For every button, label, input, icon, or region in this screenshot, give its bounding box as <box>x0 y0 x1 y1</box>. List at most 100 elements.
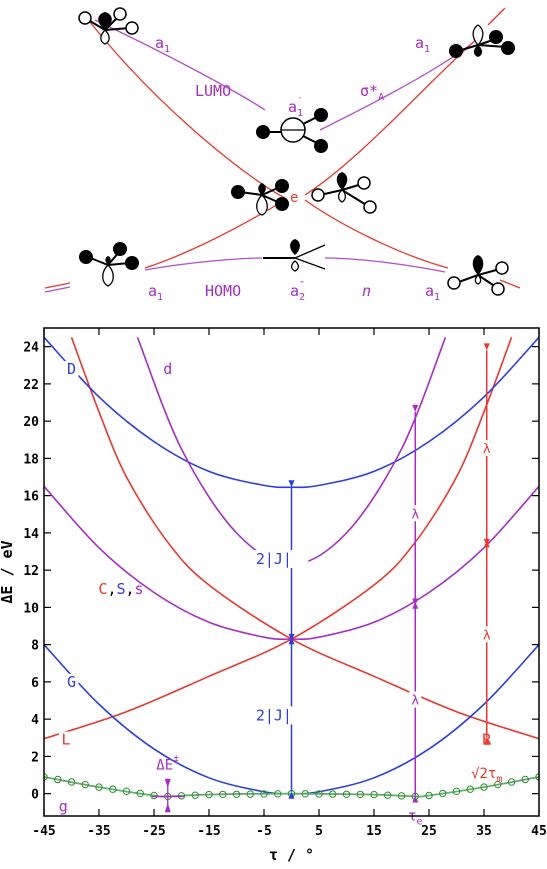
lambda-mid-label: λ <box>411 507 419 522</box>
label-c-s-s: C,S,s <box>98 580 143 598</box>
lambda-red-lower-arrow-head <box>483 737 490 745</box>
y-tick-label: 12 <box>23 564 39 579</box>
y-tick-label: 22 <box>23 378 39 393</box>
data-point-marker <box>109 785 117 793</box>
series-d-line <box>44 336 539 489</box>
two-j-upper-label: 2|J| <box>256 550 292 568</box>
curve-label-d: d <box>163 360 172 378</box>
red-curve-bottom-left <box>144 199 286 269</box>
plot-frame <box>43 327 540 817</box>
y-tick-label: 8 <box>31 639 39 654</box>
data-point-marker <box>260 790 268 798</box>
red-curve-right-up <box>304 37 479 196</box>
data-point-marker <box>452 787 461 796</box>
label-lumo: LUMO <box>195 82 231 100</box>
data-point-marker <box>219 790 227 799</box>
data-point-marker <box>397 792 406 800</box>
jahn-teller-molecule-icon <box>231 179 289 216</box>
two-j-lower-arrow-head <box>288 791 295 799</box>
red-curve-bottom-right <box>304 199 449 269</box>
label-bg <box>409 505 422 522</box>
y-tick-label: 10 <box>23 601 39 616</box>
label-e: e <box>290 190 298 206</box>
data-point-marker <box>274 790 282 798</box>
data-point-marker <box>466 785 474 793</box>
data-point-marker <box>384 791 392 799</box>
label-a2-double-prime: a2″ <box>290 280 305 303</box>
barrier-arrow-head <box>164 778 171 789</box>
y-tick-label: 6 <box>31 676 39 691</box>
planar-molecule-icon <box>263 239 326 272</box>
lambda-purple-lower-arrow-head <box>412 598 419 606</box>
purple-tick-bottom-left <box>44 286 71 293</box>
data-point-marker <box>246 790 254 798</box>
two-j-lower-arrow-head <box>288 633 295 641</box>
lambda-red-upper-arrow-head <box>483 343 490 351</box>
data-point-marker <box>44 773 48 781</box>
jahn-teller-molecule-icon <box>311 172 377 214</box>
data-point-marker <box>494 780 502 789</box>
red-tick-bottom-left <box>44 282 71 289</box>
label-bg <box>409 691 422 708</box>
data-point-marker <box>150 791 158 800</box>
delta-e-barrier-label: ΔE‡ <box>156 754 179 773</box>
label-a1-top-right: a1 <box>415 34 430 55</box>
planar-molecule-icon <box>256 108 328 153</box>
x-tick-label: 25 <box>421 824 437 839</box>
lumo-curve-left <box>94 19 266 111</box>
y-tick-label: 14 <box>23 527 39 542</box>
lambda-low-label: λ <box>411 694 419 709</box>
curve-label-g: G <box>67 673 76 691</box>
lambda-right-low-label: λ <box>483 628 491 643</box>
y-tick-label: 20 <box>23 415 39 430</box>
x-tick-label: -35 <box>87 824 110 839</box>
curve-label-l: L <box>61 731 70 749</box>
y-tick-label: 4 <box>31 713 39 728</box>
sqrt2-tau-m-label: √2τm <box>471 766 502 785</box>
label-sigma-star: σ*A <box>360 82 384 103</box>
curve-label-bg <box>160 360 175 377</box>
red-tick-bottom-right <box>499 279 521 289</box>
label-a1-prime: a1′ <box>288 96 303 119</box>
label-homo: HOMO <box>205 282 241 300</box>
data-point-marker <box>191 791 199 799</box>
data-point-marker <box>205 790 213 799</box>
x-tick-label: 35 <box>476 824 492 839</box>
lambda-purple-upper-arrow-head <box>412 404 419 412</box>
label-a1-bottom-left: a1 <box>148 282 163 303</box>
pyramidal-molecule-icon <box>447 255 509 296</box>
data-point-marker <box>301 790 309 798</box>
curve-label-bg <box>56 798 71 815</box>
lambda-purple-lower-arrow-head <box>412 795 419 803</box>
x-tick-label: 15 <box>366 824 382 839</box>
data-point-marker <box>480 783 488 791</box>
homo-curve-right <box>324 257 446 273</box>
x-tick-label: -5 <box>256 824 272 839</box>
y-axis-label: ΔE / eV <box>0 540 16 603</box>
data-point-marker <box>370 790 378 799</box>
data-point-marker <box>54 775 62 784</box>
label-bg <box>250 549 309 568</box>
x-tick-label: 45 <box>531 824 547 839</box>
red-curve-left-down <box>89 21 286 199</box>
data-point-marker <box>95 783 103 791</box>
label-n: n <box>362 282 371 300</box>
series-l-line <box>44 337 513 740</box>
red-tick-top-right <box>487 7 506 26</box>
x-tick-label: -15 <box>197 824 220 839</box>
curve-label-d: D <box>67 360 76 378</box>
label-a1-bottom-right: a1 <box>425 282 440 303</box>
x-tick-label: -25 <box>142 824 165 839</box>
homo-curve-left <box>144 257 263 271</box>
x-axis-label: τ / ° <box>269 846 314 864</box>
curve-label-bg <box>64 673 79 690</box>
lambda-red-lower-arrow-head <box>483 538 490 546</box>
pyramidal-molecule-icon <box>78 7 139 45</box>
two-j-upper-arrow-head <box>288 480 295 488</box>
data-point-marker <box>521 775 529 784</box>
curve-label-g: g <box>59 798 68 816</box>
data-point-marker <box>425 791 433 800</box>
y-tick-label: 18 <box>23 452 39 467</box>
series-r-line <box>70 337 539 740</box>
pyramidal-molecule-icon <box>79 242 139 287</box>
